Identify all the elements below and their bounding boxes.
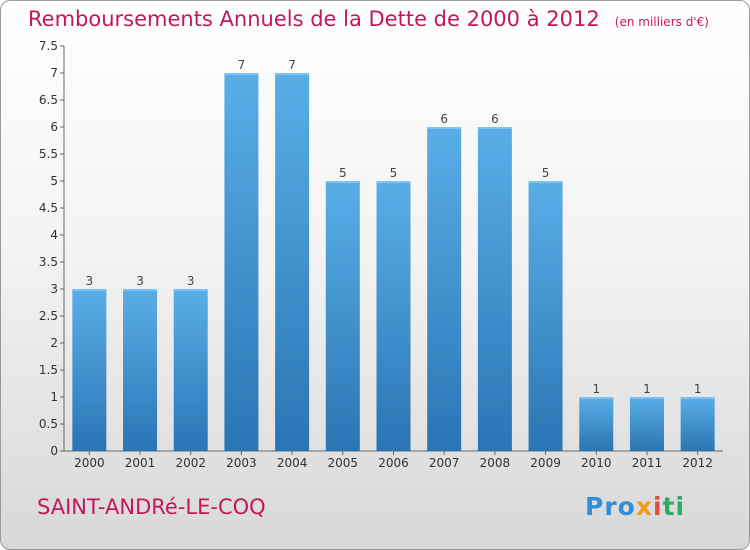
bar-value-label: 5 bbox=[390, 166, 398, 180]
x-tick-label: 2010 bbox=[581, 456, 612, 470]
x-tick-label: 2006 bbox=[378, 456, 409, 470]
bar bbox=[427, 127, 462, 451]
y-tick-label: 0 bbox=[50, 444, 58, 458]
bar bbox=[224, 73, 259, 451]
x-tick-label: 2011 bbox=[632, 456, 663, 470]
data-labels: 3 3 3 7 7 5 5 6 6 5 1 1 1 bbox=[86, 58, 702, 396]
bar bbox=[173, 289, 208, 451]
y-tick-label: 5 bbox=[50, 174, 58, 188]
x-tick-label: 2001 bbox=[125, 456, 156, 470]
logo-part: i bbox=[652, 492, 663, 521]
bar-value-label: 1 bbox=[592, 382, 600, 396]
y-tick-label: 1 bbox=[50, 390, 58, 404]
bar bbox=[680, 397, 715, 451]
bar bbox=[376, 181, 411, 451]
y-tick-label: 1.5 bbox=[39, 363, 58, 377]
bar-top-edge bbox=[325, 181, 360, 183]
bar-value-label: 3 bbox=[187, 274, 195, 288]
x-tick-label: 2007 bbox=[429, 456, 460, 470]
y-tick-label: 5.5 bbox=[39, 147, 58, 161]
bar-value-label: 7 bbox=[238, 58, 246, 72]
bar bbox=[325, 181, 360, 451]
bar-value-label: 6 bbox=[440, 112, 448, 126]
x-tick-label: 2003 bbox=[226, 456, 257, 470]
y-tick-label: 0.5 bbox=[39, 417, 58, 431]
bar-value-label: 5 bbox=[542, 166, 550, 180]
bar-top-edge bbox=[528, 181, 563, 183]
bar-top-edge bbox=[629, 397, 664, 399]
y-tick-label: 2.5 bbox=[39, 309, 58, 323]
place-name: SAINT-ANDRé-LE-COQ bbox=[37, 495, 266, 519]
y-tick-label: 4 bbox=[50, 228, 58, 242]
bar-top-edge bbox=[173, 289, 208, 291]
bar-top-edge bbox=[275, 73, 310, 75]
bar-top-edge bbox=[477, 127, 512, 129]
bar bbox=[477, 127, 512, 451]
bar bbox=[123, 289, 158, 451]
bar-value-label: 1 bbox=[694, 382, 702, 396]
bar-value-label: 7 bbox=[288, 58, 296, 72]
proxiti-logo: Proxiti bbox=[585, 492, 685, 521]
x-tick-label: 2009 bbox=[530, 456, 561, 470]
bar bbox=[629, 397, 664, 451]
bar-top-edge bbox=[72, 289, 107, 291]
logo-part: x bbox=[635, 492, 653, 521]
y-tick-label: 7.5 bbox=[39, 39, 58, 53]
bar bbox=[579, 397, 614, 451]
bar-value-label: 3 bbox=[136, 274, 144, 288]
x-tick-label: 2012 bbox=[682, 456, 713, 470]
y-tick-label: 3 bbox=[50, 282, 58, 296]
y-tick-label: 7 bbox=[50, 66, 58, 80]
x-tick-label: 2008 bbox=[480, 456, 511, 470]
bar-top-edge bbox=[427, 127, 462, 129]
chart-unit: (en milliers d'€) bbox=[614, 15, 709, 29]
logo-part: ti bbox=[662, 492, 686, 521]
bar-value-label: 1 bbox=[643, 382, 651, 396]
bar-top-edge bbox=[680, 397, 715, 399]
x-tick-label: 2000 bbox=[74, 456, 105, 470]
bar-top-edge bbox=[579, 397, 614, 399]
bar-value-label: 6 bbox=[491, 112, 499, 126]
bar-value-label: 3 bbox=[86, 274, 94, 288]
bar-top-edge bbox=[123, 289, 158, 291]
y-tick-label: 2 bbox=[50, 336, 58, 350]
x-tick-label: 2005 bbox=[328, 456, 359, 470]
logo-part: Pro bbox=[585, 492, 636, 521]
x-tick-label: 2004 bbox=[277, 456, 308, 470]
chart-title: Remboursements Annuels de la Dette de 20… bbox=[28, 7, 600, 31]
bar-top-edge bbox=[376, 181, 411, 183]
bar bbox=[72, 289, 107, 451]
title-row: Remboursements Annuels de la Dette de 20… bbox=[28, 7, 709, 31]
bar bbox=[275, 73, 310, 451]
bar bbox=[528, 181, 563, 451]
bar-top-edge bbox=[224, 73, 259, 75]
bars bbox=[72, 73, 715, 451]
bar-value-label: 5 bbox=[339, 166, 347, 180]
y-tick-label: 4.5 bbox=[39, 201, 58, 215]
y-tick-label: 6 bbox=[50, 120, 58, 134]
x-tick-label: 2002 bbox=[175, 456, 206, 470]
axes: 0 0.5 1 1.5 2 2.5 3 3.5 4 4.5 5 5.5 6 6.5 7 7.5 2000 2001… bbox=[39, 39, 723, 470]
y-tick-label: 3.5 bbox=[39, 255, 58, 269]
y-tick-label: 6.5 bbox=[39, 93, 58, 107]
